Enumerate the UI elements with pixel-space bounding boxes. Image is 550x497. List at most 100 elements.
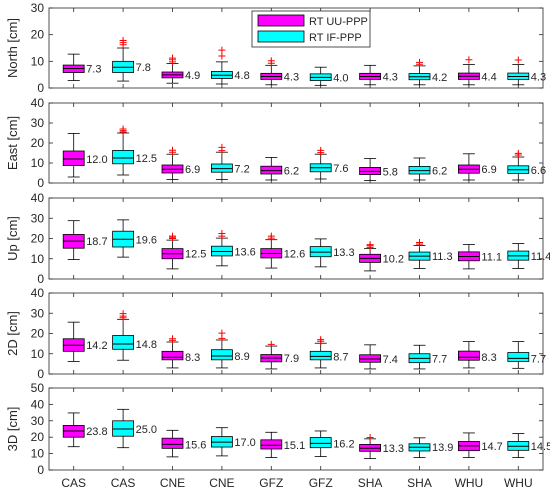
legend-swatch [257, 14, 305, 27]
median-value-label: 16.2 [333, 438, 354, 450]
box-4: 13.6 [210, 229, 256, 267]
y-tick-label: 0 [37, 272, 44, 286]
outlier-marker [218, 46, 226, 54]
box-10: 6.6 [507, 149, 546, 181]
outlier-marker [514, 56, 522, 64]
y-tick-label: 30 [31, 1, 45, 15]
box-5: 4.3 [260, 57, 299, 86]
box-body [457, 350, 480, 361]
box-2: 25.0 [112, 408, 157, 449]
outlier-marker [465, 56, 473, 64]
median-value-label: 4.2 [432, 72, 447, 84]
median-value-label: 12.0 [86, 154, 107, 166]
box-3: 8.3 [161, 335, 200, 369]
median-value-label: 7.6 [333, 163, 348, 175]
box-1: 23.8 [62, 412, 108, 448]
box-body [507, 352, 530, 362]
y-tick-label: 30 [31, 211, 45, 225]
box-2: 14.8 [112, 310, 157, 361]
median-value-label: 6.9 [185, 164, 200, 176]
box-10: 7.7 [507, 341, 546, 369]
y-tick-label: 20 [31, 136, 45, 150]
panel-4: 0 10 20 30 40 2D [cm] 14.2 14.8 8.3 8.9 7.9 8.7 7.4 7… [5, 286, 546, 381]
median-value-label: 7.7 [531, 353, 546, 365]
y-tick-label: 40 [31, 191, 45, 205]
median-value-label: 7.9 [284, 353, 299, 365]
outlier-marker [267, 57, 275, 65]
box-body [359, 354, 382, 363]
median-value-label: 5.8 [383, 166, 398, 178]
median-value-label: 7.3 [86, 64, 101, 76]
y-axis-label: North [cm] [5, 18, 20, 78]
box-2: 12.5 [112, 125, 157, 176]
box-3: 4.9 [161, 54, 200, 84]
y-tick-label: 40 [31, 397, 45, 411]
outlier-marker [169, 146, 176, 154]
x-tick-label: GFZ [309, 476, 333, 490]
box-5: 7.9 [260, 340, 299, 370]
y-tick-label: 40 [31, 96, 45, 110]
outlier-marker [169, 335, 176, 343]
box-7: 4.3 [359, 64, 398, 86]
outlier-marker [169, 232, 176, 240]
median-value-label: 4.3 [383, 72, 398, 84]
box-5: 12.6 [260, 232, 305, 269]
y-tick-label: 20 [31, 430, 45, 444]
y-tick-label: 10 [31, 347, 45, 361]
outlier-marker [218, 229, 226, 237]
median-value-label: 12.6 [284, 248, 305, 260]
median-value-label: 7.7 [432, 353, 447, 365]
outlier-marker [267, 340, 275, 348]
box-9: 14.7 [457, 432, 503, 458]
y-tick-label: 30 [31, 414, 45, 428]
x-tick-label: SHA [407, 476, 432, 490]
box-9: 6.9 [457, 153, 497, 181]
y-tick-label: 30 [31, 306, 45, 320]
box-1: 14.2 [62, 321, 108, 362]
box-body [210, 349, 233, 361]
median-value-label: 11.1 [481, 252, 502, 264]
outlier-marker [218, 143, 226, 151]
box-body [112, 335, 134, 350]
median-value-label: 6.6 [531, 165, 546, 177]
median-value-label: 11.4 [531, 251, 550, 263]
median-value-label: 25.0 [136, 424, 157, 436]
box-10: 11.4 [507, 243, 550, 269]
box-6: 7.6 [309, 146, 348, 180]
box-4: 7.2 [210, 143, 250, 180]
outlier-marker [366, 241, 374, 249]
outlier-marker [317, 146, 325, 154]
box-4: 17.0 [210, 427, 256, 457]
box-3: 12.5 [161, 232, 206, 270]
box-6: 4.0 [309, 66, 348, 86]
median-value-label: 4.8 [234, 70, 249, 82]
median-value-label: 8.9 [234, 351, 249, 363]
legend: RT UU-PPP RT IF-PPP [251, 10, 371, 48]
median-value-label: 4.0 [333, 72, 348, 84]
median-value-label: 11.3 [432, 251, 453, 263]
x-tick-label: GFZ [259, 476, 283, 490]
median-value-label: 12.5 [185, 249, 206, 261]
x-tick-label: CNE [209, 476, 234, 490]
y-tick-label: 0 [37, 81, 44, 95]
outlier-marker [218, 329, 226, 337]
outlier-marker [416, 58, 423, 66]
y-tick-label: 10 [31, 447, 45, 461]
median-value-label: 6.2 [284, 166, 299, 178]
y-axis-label: Up [cm] [5, 216, 20, 261]
outlier-marker [416, 239, 423, 247]
box-body [260, 439, 283, 450]
box-8: 6.2 [408, 157, 447, 181]
box-1: 12.0 [62, 132, 108, 178]
median-value-label: 6.9 [481, 164, 496, 176]
outlier-marker [169, 54, 176, 62]
box-6: 16.2 [309, 430, 355, 457]
outlier-marker [218, 52, 226, 60]
box-9: 4.4 [457, 56, 497, 86]
legend-label: RT UU-PPP [309, 16, 368, 28]
median-value-label: 12.5 [136, 153, 157, 165]
y-tick-label: 20 [31, 327, 45, 341]
box-6: 13.3 [309, 238, 355, 268]
y-tick-label: 10 [31, 252, 45, 266]
median-value-label: 23.8 [86, 426, 107, 438]
